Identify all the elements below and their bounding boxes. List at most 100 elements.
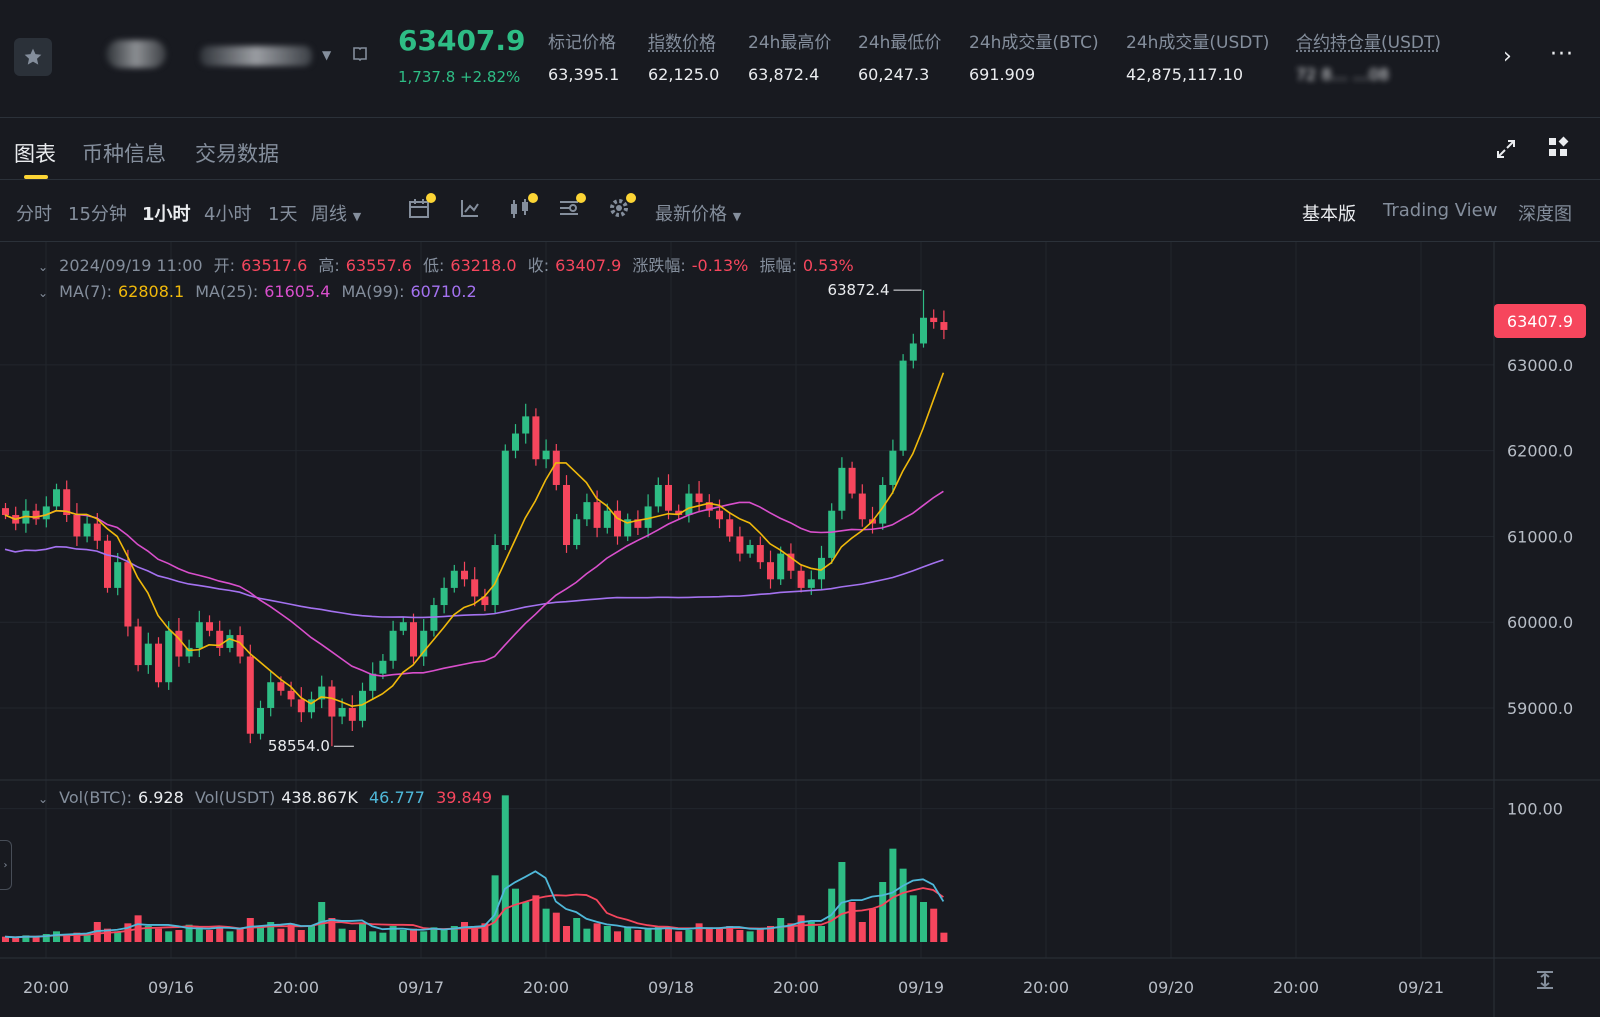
tab-coin-info[interactable]: 币种信息 [82,142,166,166]
tab-chart[interactable]: 图表 [14,142,56,166]
x-tick-label: 20:00 [523,978,569,997]
candle-body [73,515,81,537]
candle-body [175,630,183,657]
y-tick-label: 62000.0 [1507,442,1573,461]
candle-body [491,545,499,606]
chevron-right-icon[interactable]: › [1503,44,1512,69]
candle-body [389,630,397,661]
candle-tool[interactable] [508,193,538,223]
stat-24h-high: 24h最高价 63,872.4 [748,33,832,84]
volume-bar [491,875,499,942]
candle-body [287,690,295,700]
timeframe-1d[interactable]: 1天 [268,204,298,225]
volume-bar [552,912,560,942]
timeframe-1h[interactable]: 1小时 [142,204,191,225]
candle-body [165,630,173,683]
ma7-line [4,372,945,707]
candle-body [63,489,71,515]
candle-body [185,647,193,657]
more-icon[interactable]: ··· [1550,42,1574,67]
volume-bar [389,926,397,942]
candle-body [930,317,938,323]
volume-bar [165,931,173,942]
candle-body [195,622,203,648]
last-price: 63407.9 [398,24,526,57]
timeframe-time[interactable]: 分时 [16,204,52,225]
candle-body [675,510,683,515]
settings-tool[interactable] [608,193,636,223]
volume-bar [124,923,132,942]
star-icon [24,48,42,65]
volume-bar [236,928,244,942]
volume-bar [654,926,662,942]
candle-body [756,545,764,563]
candle-body [726,519,734,537]
symbol-selector[interactable] [200,46,312,66]
stat-index-price[interactable]: 指数价格 62,125.0 [648,33,720,84]
current-price-tag: 63407.9 [1494,304,1586,338]
candle-body [583,502,591,520]
candle-body [542,450,550,460]
volume-bar [328,918,336,942]
chevron-right-icon[interactable]: › [0,840,12,890]
indicator-tool[interactable] [459,197,481,223]
volume-bar [42,934,50,942]
gear-icon [610,199,628,217]
volume-bar [573,918,581,942]
x-tick-label: 20:00 [1273,978,1319,997]
candle-body [879,484,887,524]
view-depth[interactable]: 深度图 [1518,204,1572,225]
chevron-down-icon[interactable]: ⌄ [38,792,49,806]
favorite-button[interactable] [14,38,52,76]
volume-bar [2,936,9,942]
stat-mark-price: 标记价格 63,395.1 [548,33,620,84]
price-type-select[interactable]: 最新价格 ▼ [655,204,742,225]
volume-bar [440,930,448,942]
candle-body [501,450,509,546]
y-tick-label: 63000.0 [1507,356,1573,375]
settings-list-tool[interactable] [558,193,586,223]
candle-body [348,707,356,721]
auto-scale-icon[interactable] [1535,970,1555,994]
candle-body [206,622,213,631]
calendar-tool[interactable] [408,193,436,223]
volume-bar [93,922,101,942]
chart-toolbar: 分时 15分钟 1小时 4小时 1天 周线 ▼ 最新价格 ▼ 基本版 Tradi… [0,180,1600,242]
candle-body [257,707,264,734]
volume-bar [226,931,234,942]
candle-body [685,493,693,515]
volume-bar [501,795,509,942]
x-tick-label: 20:00 [273,978,319,997]
volume-bar [818,926,825,942]
volume-bar [889,848,897,942]
volume-bar [410,928,417,942]
volume-bar [338,928,346,942]
view-tradingview[interactable]: Trading View [1383,200,1498,221]
candlestick-chart[interactable]: 63000.0 62000.0 61000.0 60000.0 59000.0 100.0… [0,242,1600,1017]
volume-bar [195,927,203,942]
timeframe-15m[interactable]: 15分钟 [68,204,127,225]
timeframe-week[interactable]: 周线 ▼ [311,204,362,225]
candle-body [297,699,305,713]
candle-body [379,660,387,674]
volume-bar [369,931,377,942]
candle-body [818,557,825,580]
x-tick-label: 09/18 [648,978,694,997]
chart-area[interactable]: 63000.0 62000.0 61000.0 60000.0 59000.0 100.0… [0,242,1600,1017]
candle-body [318,686,326,700]
tab-trading-data[interactable]: 交易数据 [195,142,279,166]
volume-bar [155,928,162,942]
chevron-down-icon[interactable]: ▼ [322,48,332,62]
chevron-down-icon[interactable]: ⌄ [38,286,49,300]
stat-open-interest[interactable]: 合约持仓量(USDT) 72 8… …08 [1296,33,1441,84]
timeframe-4h[interactable]: 4小时 [204,204,252,225]
layout-icon[interactable] [1547,136,1569,162]
candle-body [716,510,723,520]
chevron-down-icon[interactable]: ⌄ [38,260,49,274]
view-basic[interactable]: 基本版 [1302,204,1356,225]
candle-body [277,682,285,691]
candle-body [767,562,774,580]
fullscreen-icon[interactable] [1495,138,1517,164]
book-icon[interactable] [352,46,368,66]
candle-body [481,596,489,606]
